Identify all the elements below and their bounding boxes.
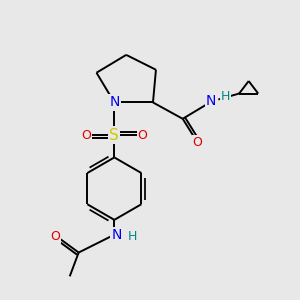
Text: O: O bbox=[138, 129, 148, 142]
Text: O: O bbox=[50, 230, 60, 243]
Text: S: S bbox=[110, 128, 119, 142]
Text: H: H bbox=[128, 230, 137, 243]
Text: N: N bbox=[109, 95, 119, 110]
Text: N: N bbox=[206, 94, 216, 108]
Text: O: O bbox=[193, 136, 202, 149]
Text: H: H bbox=[221, 90, 230, 103]
Text: O: O bbox=[81, 129, 91, 142]
Text: N: N bbox=[112, 228, 122, 242]
